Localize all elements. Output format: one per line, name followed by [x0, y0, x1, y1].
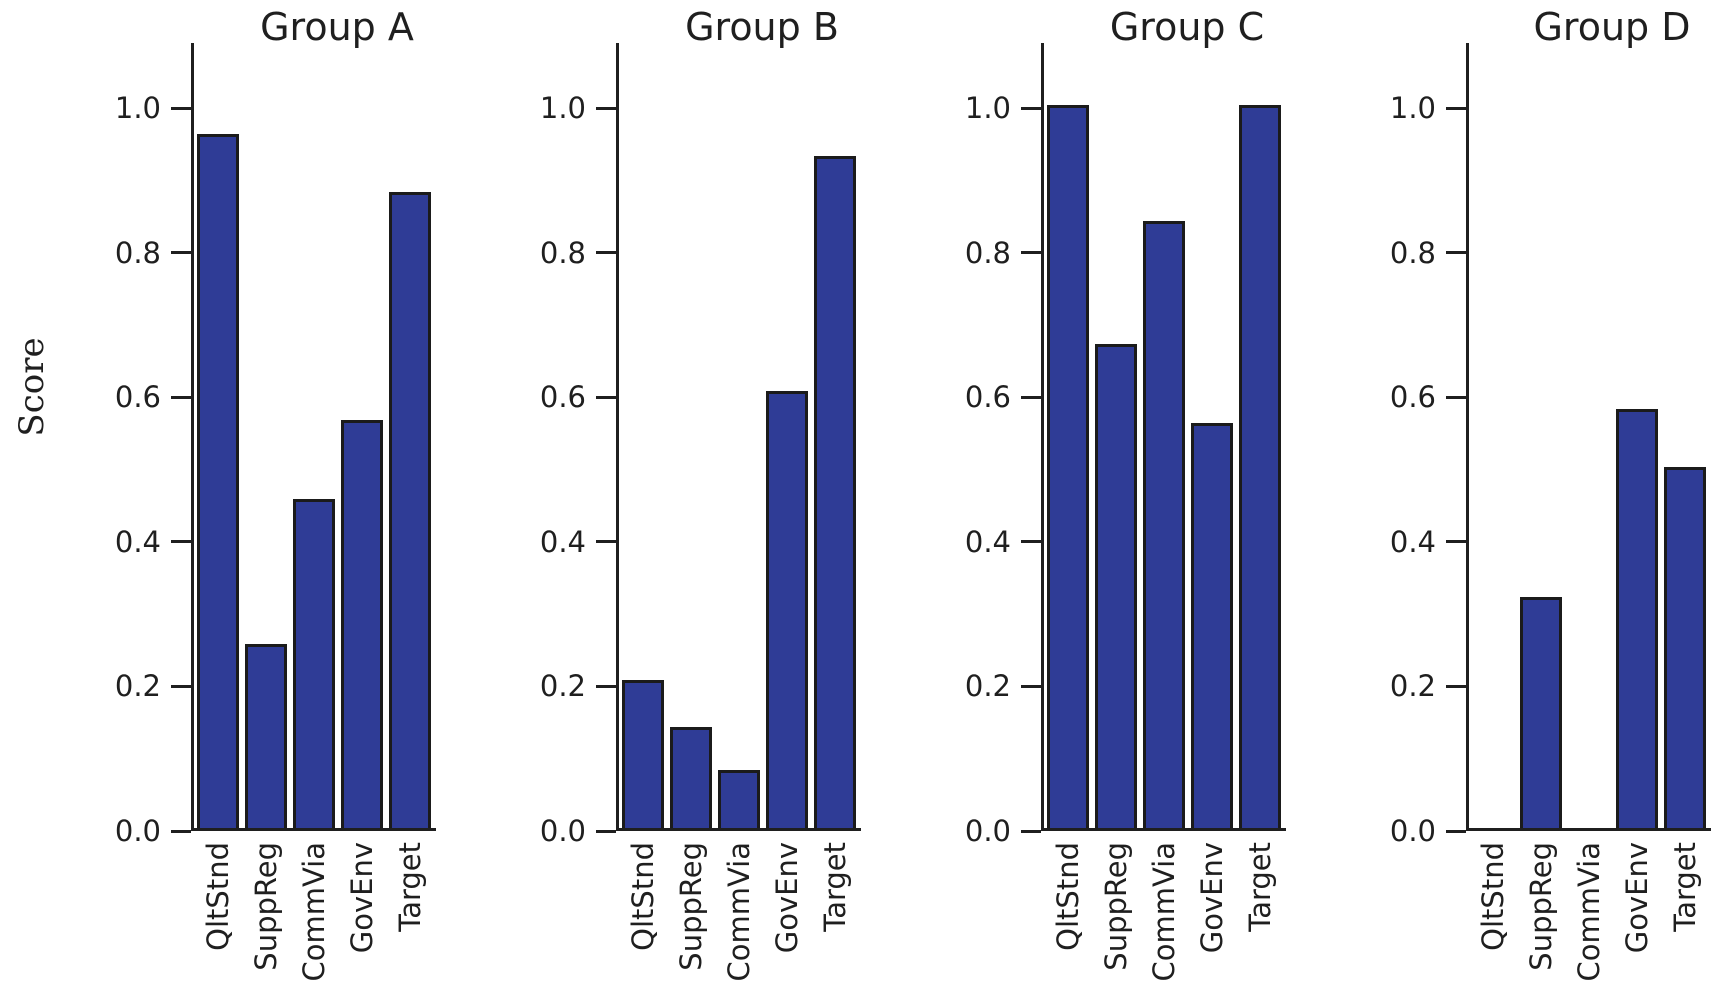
- y-tick-mark: [1021, 106, 1041, 110]
- bar-target: [389, 191, 431, 828]
- y-tick-mark: [1446, 829, 1466, 833]
- y-tick-label: 0.8: [964, 235, 1011, 270]
- x-tick-label-suppreg: SuppReg: [1099, 842, 1133, 971]
- y-tick-mark: [596, 540, 616, 544]
- y-tick-mark: [596, 106, 616, 110]
- y-tick-label: 0.6: [964, 380, 1011, 415]
- subplot-title-group-a: Group A: [260, 5, 414, 49]
- x-tick-label-commvia: CommVia: [1572, 842, 1606, 982]
- y-tick-mark: [1446, 251, 1466, 255]
- x-tick-label-govenv: GovEnv: [1620, 842, 1654, 954]
- subplot-title-group-d: Group D: [1533, 5, 1691, 49]
- x-tick-label-qltstnd: QltStnd: [1051, 842, 1085, 951]
- y-tick-label: 0.4: [964, 524, 1011, 559]
- x-tick-label-govenv: GovEnv: [345, 842, 379, 954]
- y-axis-label: Score: [12, 337, 52, 437]
- y-tick-mark: [171, 106, 191, 110]
- bar-qltstnd: [622, 679, 664, 828]
- x-tick-label-qltstnd: QltStnd: [1476, 842, 1510, 951]
- y-tick-label: 1.0: [1389, 91, 1436, 126]
- subplot-group-d: Group D 0.0 0.2 0.4 0.6 0.8 1.0 QltStnd SuppReg C…: [1390, 5, 1711, 982]
- y-tick-label: 0.2: [964, 669, 1011, 704]
- y-tick-mark: [171, 540, 191, 544]
- y-tick-mark: [1021, 251, 1041, 255]
- y-tick-label: 0.8: [1389, 235, 1436, 270]
- subplot-group-b: Group B 0.0 0.2 0.4 0.6 0.8 1.0 QltStnd SuppReg C…: [540, 5, 861, 982]
- y-tick-label: 0.6: [114, 380, 161, 415]
- y-tick-label: 1.0: [539, 91, 586, 126]
- y-tick-label: 0.0: [964, 814, 1011, 848]
- bar-suppreg: [1095, 343, 1137, 828]
- x-tick-label-qltstnd: QltStnd: [201, 842, 235, 951]
- x-tick-label-suppreg: SuppReg: [1524, 842, 1558, 971]
- y-tick-label: 0.8: [539, 235, 586, 270]
- y-tick-mark: [171, 395, 191, 399]
- y-tick-label: 0.4: [539, 524, 586, 559]
- y-tick-label: 0.4: [114, 524, 161, 559]
- x-tick-label-suppreg: SuppReg: [674, 842, 708, 971]
- bar-govenv: [1191, 423, 1233, 828]
- y-tick-label: 1.0: [114, 91, 161, 126]
- bar-commvia: [1143, 220, 1185, 828]
- y-tick-label: 0.2: [1389, 669, 1436, 704]
- bar-target: [1664, 466, 1706, 828]
- y-tick-label: 0.0: [539, 814, 586, 848]
- x-tick-label-commvia: CommVia: [1147, 842, 1181, 982]
- bar-target: [1239, 105, 1281, 828]
- y-tick-mark: [171, 684, 191, 688]
- bar-suppreg: [1520, 596, 1562, 828]
- bar-suppreg: [670, 726, 712, 828]
- bar-govenv: [766, 390, 808, 828]
- bar-qltstnd: [197, 133, 239, 828]
- y-tick-mark: [171, 829, 191, 833]
- y-tick-label: 0.6: [539, 380, 586, 415]
- bar-commvia: [718, 770, 760, 828]
- y-tick-mark: [1021, 829, 1041, 833]
- y-tick-label: 1.0: [964, 91, 1011, 126]
- y-tick-mark: [1021, 540, 1041, 544]
- y-tick-label: 0.4: [1389, 524, 1436, 559]
- y-tick-mark: [1021, 395, 1041, 399]
- y-tick-mark: [596, 251, 616, 255]
- y-tick-label: 0.2: [539, 669, 586, 704]
- y-tick-label: 0.2: [114, 669, 161, 704]
- x-tick-label-govenv: GovEnv: [770, 842, 804, 954]
- bar-govenv: [1616, 408, 1658, 828]
- bar-commvia: [293, 499, 335, 828]
- x-tick-label-target: Target: [393, 842, 427, 932]
- x-tick-label-commvia: CommVia: [297, 842, 331, 982]
- x-tick-label-qltstnd: QltStnd: [626, 842, 660, 951]
- y-tick-mark: [1021, 684, 1041, 688]
- y-tick-mark: [596, 829, 616, 833]
- y-tick-mark: [596, 395, 616, 399]
- x-tick-label-target: Target: [818, 842, 852, 932]
- y-tick-label: 0.0: [114, 814, 161, 848]
- y-tick-mark: [171, 251, 191, 255]
- bar-govenv: [341, 419, 383, 828]
- x-tick-label-commvia: CommVia: [722, 842, 756, 982]
- y-tick-label: 0.8: [114, 235, 161, 270]
- bar-suppreg: [245, 643, 287, 828]
- x-tick-label-suppreg: SuppReg: [249, 842, 283, 971]
- y-tick-mark: [1446, 684, 1466, 688]
- y-tick-mark: [1446, 395, 1466, 399]
- y-tick-mark: [1446, 540, 1466, 544]
- bar-qltstnd: [1047, 105, 1089, 828]
- x-tick-label-target: Target: [1243, 842, 1277, 932]
- y-tick-label: 0.0: [1389, 814, 1436, 848]
- x-tick-label-target: Target: [1668, 842, 1702, 932]
- subplot-group-a: Group A 0.0 0.2 0.4 0.6 0.8 1.0 QltStnd SuppReg C…: [115, 5, 436, 982]
- y-tick-label: 0.6: [1389, 380, 1436, 415]
- y-tick-mark: [1446, 106, 1466, 110]
- subplot-group-c: Group C 0.0 0.2 0.4 0.6 0.8 1.0 QltStnd SuppReg C…: [965, 5, 1286, 982]
- x-tick-label-govenv: GovEnv: [1195, 842, 1229, 954]
- subplot-title-group-b: Group B: [685, 5, 839, 49]
- subplot-title-group-c: Group C: [1109, 5, 1265, 49]
- y-tick-mark: [596, 684, 616, 688]
- bar-target: [814, 155, 856, 828]
